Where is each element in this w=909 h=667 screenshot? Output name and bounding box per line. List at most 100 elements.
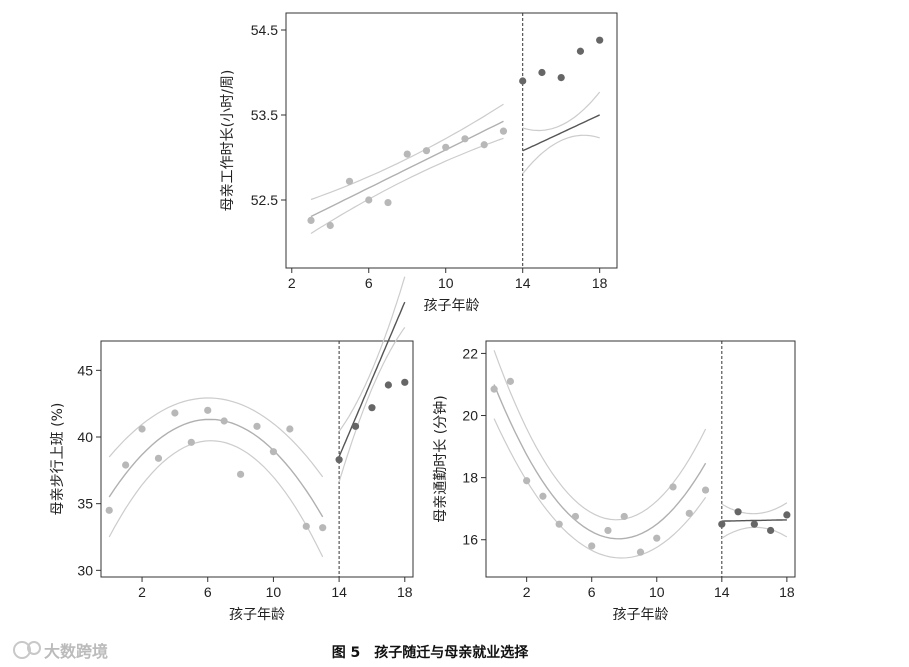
- data-point-post: [783, 511, 791, 519]
- ci-lower-post: [721, 526, 788, 539]
- x-tick-label: 6: [588, 584, 596, 600]
- data-point-pre: [461, 135, 469, 143]
- y-tick-label: 35: [77, 496, 93, 512]
- y-tick-label: 40: [77, 429, 93, 445]
- data-point-post: [576, 47, 585, 55]
- ci-lower-pre: [310, 137, 504, 235]
- data-point-post: [767, 526, 775, 535]
- data-point-pre: [326, 221, 334, 230]
- data-point-pre: [422, 147, 431, 155]
- ci-lower-pre: [493, 418, 707, 559]
- data-point-pre: [154, 454, 163, 462]
- x-tick-label: 18: [779, 584, 795, 600]
- ci-upper-pre: [310, 103, 504, 201]
- y-axis-title: 母亲通勤时长 (分钟): [432, 395, 449, 522]
- data-point-post: [596, 36, 604, 44]
- data-point-pre: [636, 548, 645, 556]
- data-point-pre: [539, 492, 547, 500]
- fit-line-pre: [493, 384, 707, 540]
- data-point-pre: [620, 512, 628, 521]
- data-point-post: [335, 456, 343, 464]
- ci-upper-pre: [108, 397, 324, 478]
- data-point-pre: [122, 461, 130, 469]
- data-point-pre: [653, 534, 661, 542]
- chart-mother-commute-time: 2 6 10 14 18 16 18 20 22 孩子年龄 母亲通勤时长 (分钟): [432, 340, 796, 623]
- x-tick-label: 6: [365, 275, 373, 291]
- watermark-text: 大数跨境: [44, 642, 108, 661]
- y-tick-label: 20: [462, 408, 478, 424]
- data-point-post: [519, 77, 527, 85]
- data-point-pre: [523, 477, 531, 485]
- x-tick-label: 2: [138, 584, 146, 600]
- x-tick-label: 18: [397, 584, 413, 600]
- x-tick-label: 14: [515, 275, 531, 291]
- data-point-pre: [105, 506, 113, 514]
- x-axis-title: 孩子年龄: [613, 607, 669, 623]
- data-point-pre: [490, 385, 498, 393]
- data-point-pre: [253, 422, 261, 430]
- ci-upper-post: [338, 276, 406, 432]
- chart-mother-walk-to-work: 2 6 10 14 18 30 35 40 45 孩子年龄 母亲步行上班 (%): [50, 276, 414, 623]
- y-tick-label: 45: [77, 362, 93, 378]
- plot-frame: [485, 340, 796, 578]
- figure-caption: 图 5 孩子随迁与母亲就业选择: [332, 644, 530, 661]
- data-point-pre: [345, 177, 354, 185]
- x-tick-label: 14: [331, 584, 347, 600]
- data-point-pre: [403, 150, 411, 158]
- data-point-pre: [571, 512, 580, 521]
- x-tick-label: 10: [649, 584, 665, 600]
- y-axis-title: 母亲工作时长(小时/周): [220, 70, 236, 212]
- data-point-post: [351, 422, 360, 430]
- data-point-pre: [555, 520, 563, 528]
- y-tick-label: 16: [462, 532, 478, 548]
- x-axis-title: 孩子年龄: [424, 298, 480, 314]
- data-point-post: [401, 378, 409, 386]
- x-tick-label: 10: [266, 584, 282, 600]
- data-point-pre: [499, 127, 508, 135]
- data-point-post: [557, 74, 565, 82]
- chart-mother-work-hours: 2 6 10 14 18 52.5 53.5 54.5 孩子年龄 母亲工作时长(小时/周): [220, 12, 618, 314]
- data-point-pre: [506, 377, 514, 385]
- y-tick-label: 22: [462, 345, 478, 361]
- watermark: 大数跨境: [13, 641, 108, 661]
- data-point-post: [718, 520, 726, 528]
- fit-line-post: [338, 301, 406, 457]
- plot-frame: [285, 12, 618, 269]
- data-point-post: [368, 404, 376, 412]
- x-tick-label: 6: [204, 584, 212, 600]
- data-point-pre: [604, 526, 612, 535]
- ci-upper-pre: [493, 350, 707, 521]
- x-tick-label: 2: [288, 275, 296, 291]
- data-point-pre: [685, 509, 693, 517]
- data-point-pre: [588, 542, 596, 550]
- ci-lower-post: [522, 134, 600, 175]
- data-point-post: [538, 68, 546, 77]
- data-point-pre: [701, 486, 710, 494]
- data-point-pre: [319, 524, 327, 532]
- watermark-logo-icon: [13, 641, 41, 659]
- data-point-pre: [307, 216, 315, 224]
- x-axis-title: 孩子年龄: [229, 607, 285, 623]
- data-point-post: [750, 520, 758, 528]
- ci-upper-post: [721, 502, 788, 515]
- data-point-pre: [384, 198, 392, 207]
- data-point-pre: [365, 196, 373, 204]
- y-tick-label: 54.5: [251, 22, 278, 38]
- ci-upper-post: [522, 91, 601, 132]
- y-tick-label: 53.5: [251, 107, 278, 123]
- fit-line-post: [522, 114, 600, 152]
- data-point-post: [734, 508, 742, 516]
- ci-lower-pre: [108, 440, 324, 558]
- data-point-post: [384, 381, 392, 389]
- data-point-pre: [480, 141, 488, 149]
- data-point-pre: [171, 409, 179, 417]
- data-point-pre: [269, 448, 278, 456]
- plot-frame: [100, 340, 414, 578]
- fit-line-pre: [310, 120, 504, 218]
- data-point-pre: [204, 406, 212, 414]
- x-tick-label: 2: [523, 584, 531, 600]
- data-point-pre: [220, 417, 228, 425]
- y-tick-label: 52.5: [251, 192, 278, 208]
- data-point-pre: [236, 470, 245, 478]
